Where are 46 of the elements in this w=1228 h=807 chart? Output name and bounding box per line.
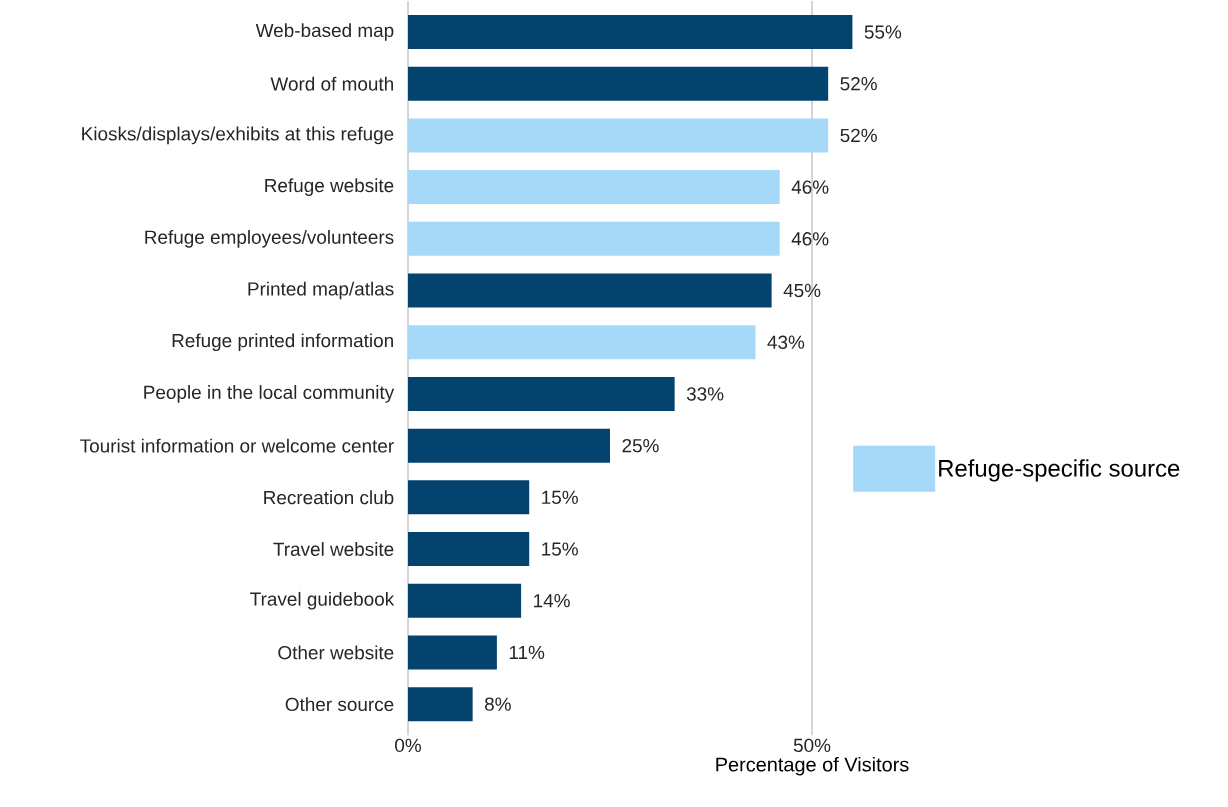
data-label: 55% bbox=[864, 25, 902, 39]
y-tick-label: Travel guidebook bbox=[250, 591, 395, 610]
data-label: 15% bbox=[542, 490, 578, 504]
x-tick-label: 50% bbox=[793, 738, 831, 753]
y-tick-label: Kiosks/displays/exhibits at this refuge bbox=[82, 126, 394, 145]
y-tick-label: Refuge printed information bbox=[172, 333, 393, 352]
y-tick-label: Other source bbox=[285, 697, 394, 712]
bar bbox=[408, 66, 829, 101]
legend-label: Refuge-specific source bbox=[939, 459, 1180, 482]
data-label: 8% bbox=[484, 697, 511, 711]
y-tick-label: Other website bbox=[278, 645, 394, 660]
bar bbox=[408, 273, 772, 308]
data-label: 46% bbox=[791, 180, 829, 194]
data-label: 25% bbox=[622, 438, 659, 453]
bar bbox=[408, 170, 780, 205]
data-label: 46% bbox=[791, 232, 829, 246]
y-tick-label: Web-based map bbox=[255, 23, 394, 41]
y-tick-label: Refuge employees/volunteers bbox=[145, 230, 394, 248]
data-label: 11% bbox=[509, 645, 545, 660]
bar bbox=[408, 221, 780, 256]
x-axis-title: Percentage of Visitors bbox=[716, 756, 909, 776]
y-tick-label: Word of mouth bbox=[270, 76, 393, 91]
bar bbox=[408, 118, 829, 153]
data-label: 15% bbox=[542, 542, 578, 556]
bar bbox=[408, 635, 497, 670]
bar bbox=[408, 428, 610, 463]
bar bbox=[408, 687, 473, 722]
data-label: 33% bbox=[686, 387, 724, 401]
y-tick-label: Tourist information or welcome center bbox=[80, 438, 394, 453]
x-tick-label: 0% bbox=[395, 738, 421, 753]
y-tick-label: Recreation club bbox=[264, 490, 394, 505]
y-tick-label: Refuge website bbox=[265, 178, 394, 196]
bar bbox=[408, 325, 756, 360]
bar bbox=[408, 583, 522, 618]
data-label: 52% bbox=[840, 128, 877, 143]
data-label: 14% bbox=[534, 594, 570, 608]
data-label: 52% bbox=[840, 77, 877, 91]
bar bbox=[408, 376, 675, 411]
bar bbox=[408, 480, 530, 515]
data-label: 43% bbox=[767, 335, 805, 349]
bar bbox=[408, 532, 530, 567]
y-tick-label: Printed map/atlas bbox=[248, 281, 394, 300]
bar bbox=[408, 15, 853, 50]
data-label: 45% bbox=[783, 283, 821, 298]
y-tick-label: People in the local community bbox=[144, 385, 395, 403]
y-tick-label: Travel website bbox=[273, 542, 394, 556]
